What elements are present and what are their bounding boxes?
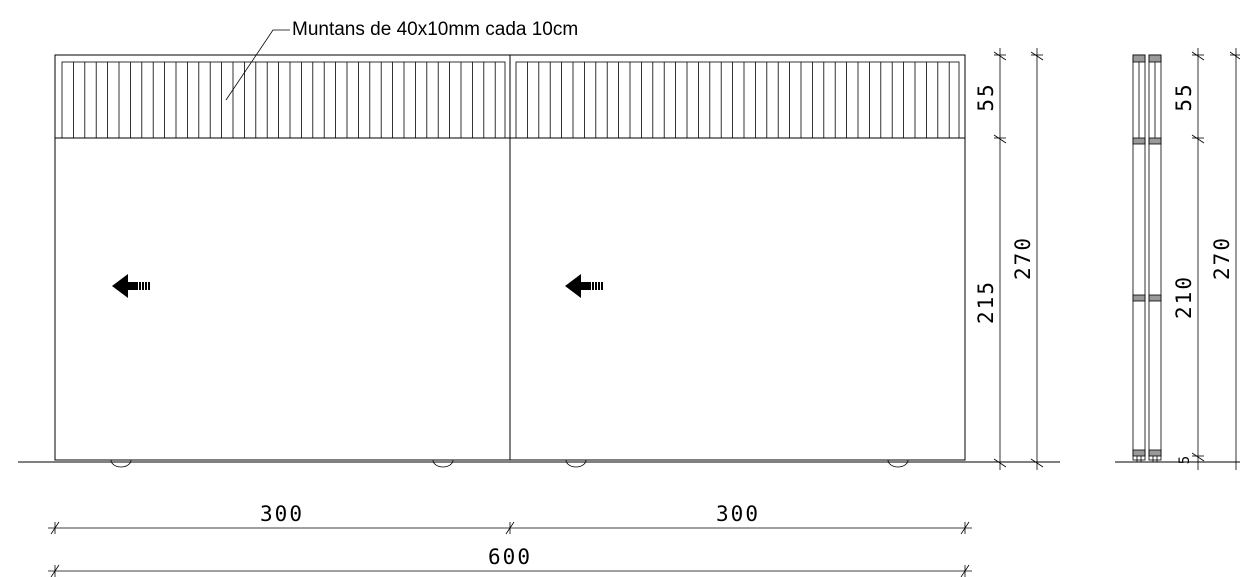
muntins-left: [73, 62, 496, 138]
sliding-direction-arrow-left-icon: [112, 274, 150, 298]
dim-left-width: 300: [260, 502, 304, 526]
roller-3: [565, 459, 587, 468]
section-dimensions: [1191, 48, 1240, 470]
dim-top-panel: 55: [974, 82, 998, 111]
annotation-leader: [225, 29, 290, 101]
upper-panel-left: [61, 61, 506, 139]
section-dim-total-height: 270: [1210, 236, 1234, 280]
section-dim-bottom: 5: [1177, 454, 1193, 464]
muntins-annotation: Muntans de 40x10mm cada 10cm: [292, 19, 578, 40]
side-section: [1132, 54, 1162, 462]
roller-1: [110, 459, 132, 468]
dim-door-leaf: 215: [974, 280, 998, 324]
height-dimensions: [993, 48, 1044, 470]
muntins-right: [527, 62, 950, 138]
section-dim-top-panel: 55: [1172, 82, 1196, 111]
dim-right-width: 300: [716, 502, 760, 526]
roller-4: [887, 459, 909, 468]
width-dimensions: [48, 521, 972, 577]
sliding-direction-arrow-right-icon: [565, 274, 603, 298]
dim-total-width: 600: [488, 545, 532, 569]
section-dim-door-leaf: 210: [1172, 275, 1196, 319]
roller-2: [432, 459, 454, 468]
dim-total-height: 270: [1011, 236, 1035, 280]
upper-panel-right: [515, 61, 960, 139]
